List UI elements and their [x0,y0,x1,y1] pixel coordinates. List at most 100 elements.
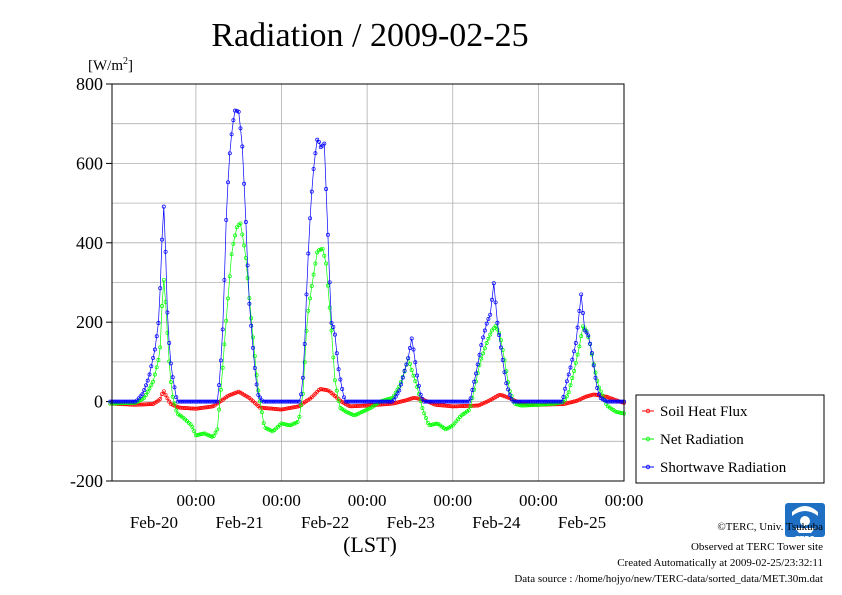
data-point [149,402,154,407]
data-point [299,403,304,408]
data-point [325,232,330,237]
data-point [399,399,403,404]
data-point [158,286,163,291]
data-point [445,403,450,408]
data-point [193,406,198,411]
data-point [432,422,437,426]
data-point [261,421,266,426]
data-point [466,408,471,413]
data-point [245,263,250,268]
data-point [570,357,575,362]
data-point [486,316,491,321]
data-point [220,365,225,370]
data-point [614,409,619,414]
data-point [195,399,200,404]
data-point [195,432,200,437]
data-point [151,379,156,384]
data-point [388,399,393,404]
y-tick-label: 400 [76,233,103,253]
data-point [431,422,436,427]
data-point [500,357,505,362]
data-point [545,402,550,407]
data-point [518,399,523,404]
data-point [566,400,571,405]
data-point [324,261,329,266]
data-point [349,404,354,409]
data-point [564,379,569,384]
x-tick-time: 00:00 [433,491,472,510]
data-point [174,395,179,400]
data-point [160,237,164,242]
data-point [322,387,327,392]
data-point [279,399,284,404]
data-point [288,399,293,404]
data-point [161,389,166,394]
data-point [616,399,621,404]
data-point [404,362,409,367]
legend-label: Net Radiation [660,432,744,448]
data-point [286,423,291,428]
data-point [547,402,552,406]
data-point [577,397,582,402]
data-point [304,292,309,297]
data-point [270,406,275,411]
data-point [468,396,473,401]
data-point [117,399,122,404]
data-point [210,404,214,409]
data-point [211,399,216,404]
data-point [233,391,238,396]
data-point [234,390,239,395]
data-point [409,396,414,401]
data-point [334,351,339,356]
data-point [309,284,314,288]
data-point [474,371,478,376]
x-axis-label: (LST) [343,532,397,557]
data-point [318,247,323,252]
data-point [354,404,359,409]
data-point [226,296,230,301]
data-point [236,109,241,114]
data-point [598,389,603,394]
data-point [481,351,486,356]
data-point [317,139,321,144]
data-point [579,396,584,401]
y-axis-label: [W/m2] [88,56,133,74]
y-tick-label: 600 [76,153,103,173]
data-point [570,400,575,404]
data-point [581,311,585,315]
data-point [584,394,589,399]
data-point [359,410,364,414]
data-point [342,395,346,400]
data-point [593,370,598,375]
y-tick-labels: 800 600 400 200 0 -200 [70,74,112,491]
data-point [142,395,147,400]
data-point [504,394,509,399]
created-text: Created Automatically at 2009-02-25/23:3… [617,557,823,569]
data-point [185,399,189,404]
data-point [564,394,569,399]
x-tick-day: Feb-24 [472,513,521,532]
data-point [272,399,277,404]
data-point [292,399,296,404]
data-point [281,421,286,426]
data-point [227,393,232,398]
data-point [424,416,428,420]
data-point [170,375,175,380]
data-point [479,356,484,361]
data-point [586,394,591,398]
data-point [522,399,527,404]
data-point [283,422,288,427]
data-point [172,401,177,406]
data-point [358,410,362,415]
data-point [358,403,362,408]
data-point [158,345,163,350]
data-point [463,404,468,408]
data-point [597,392,601,397]
data-point [545,399,550,404]
data-point [179,399,184,404]
data-point [284,406,289,411]
data-point [573,341,578,345]
data-point [416,383,421,388]
data-point [272,406,277,411]
